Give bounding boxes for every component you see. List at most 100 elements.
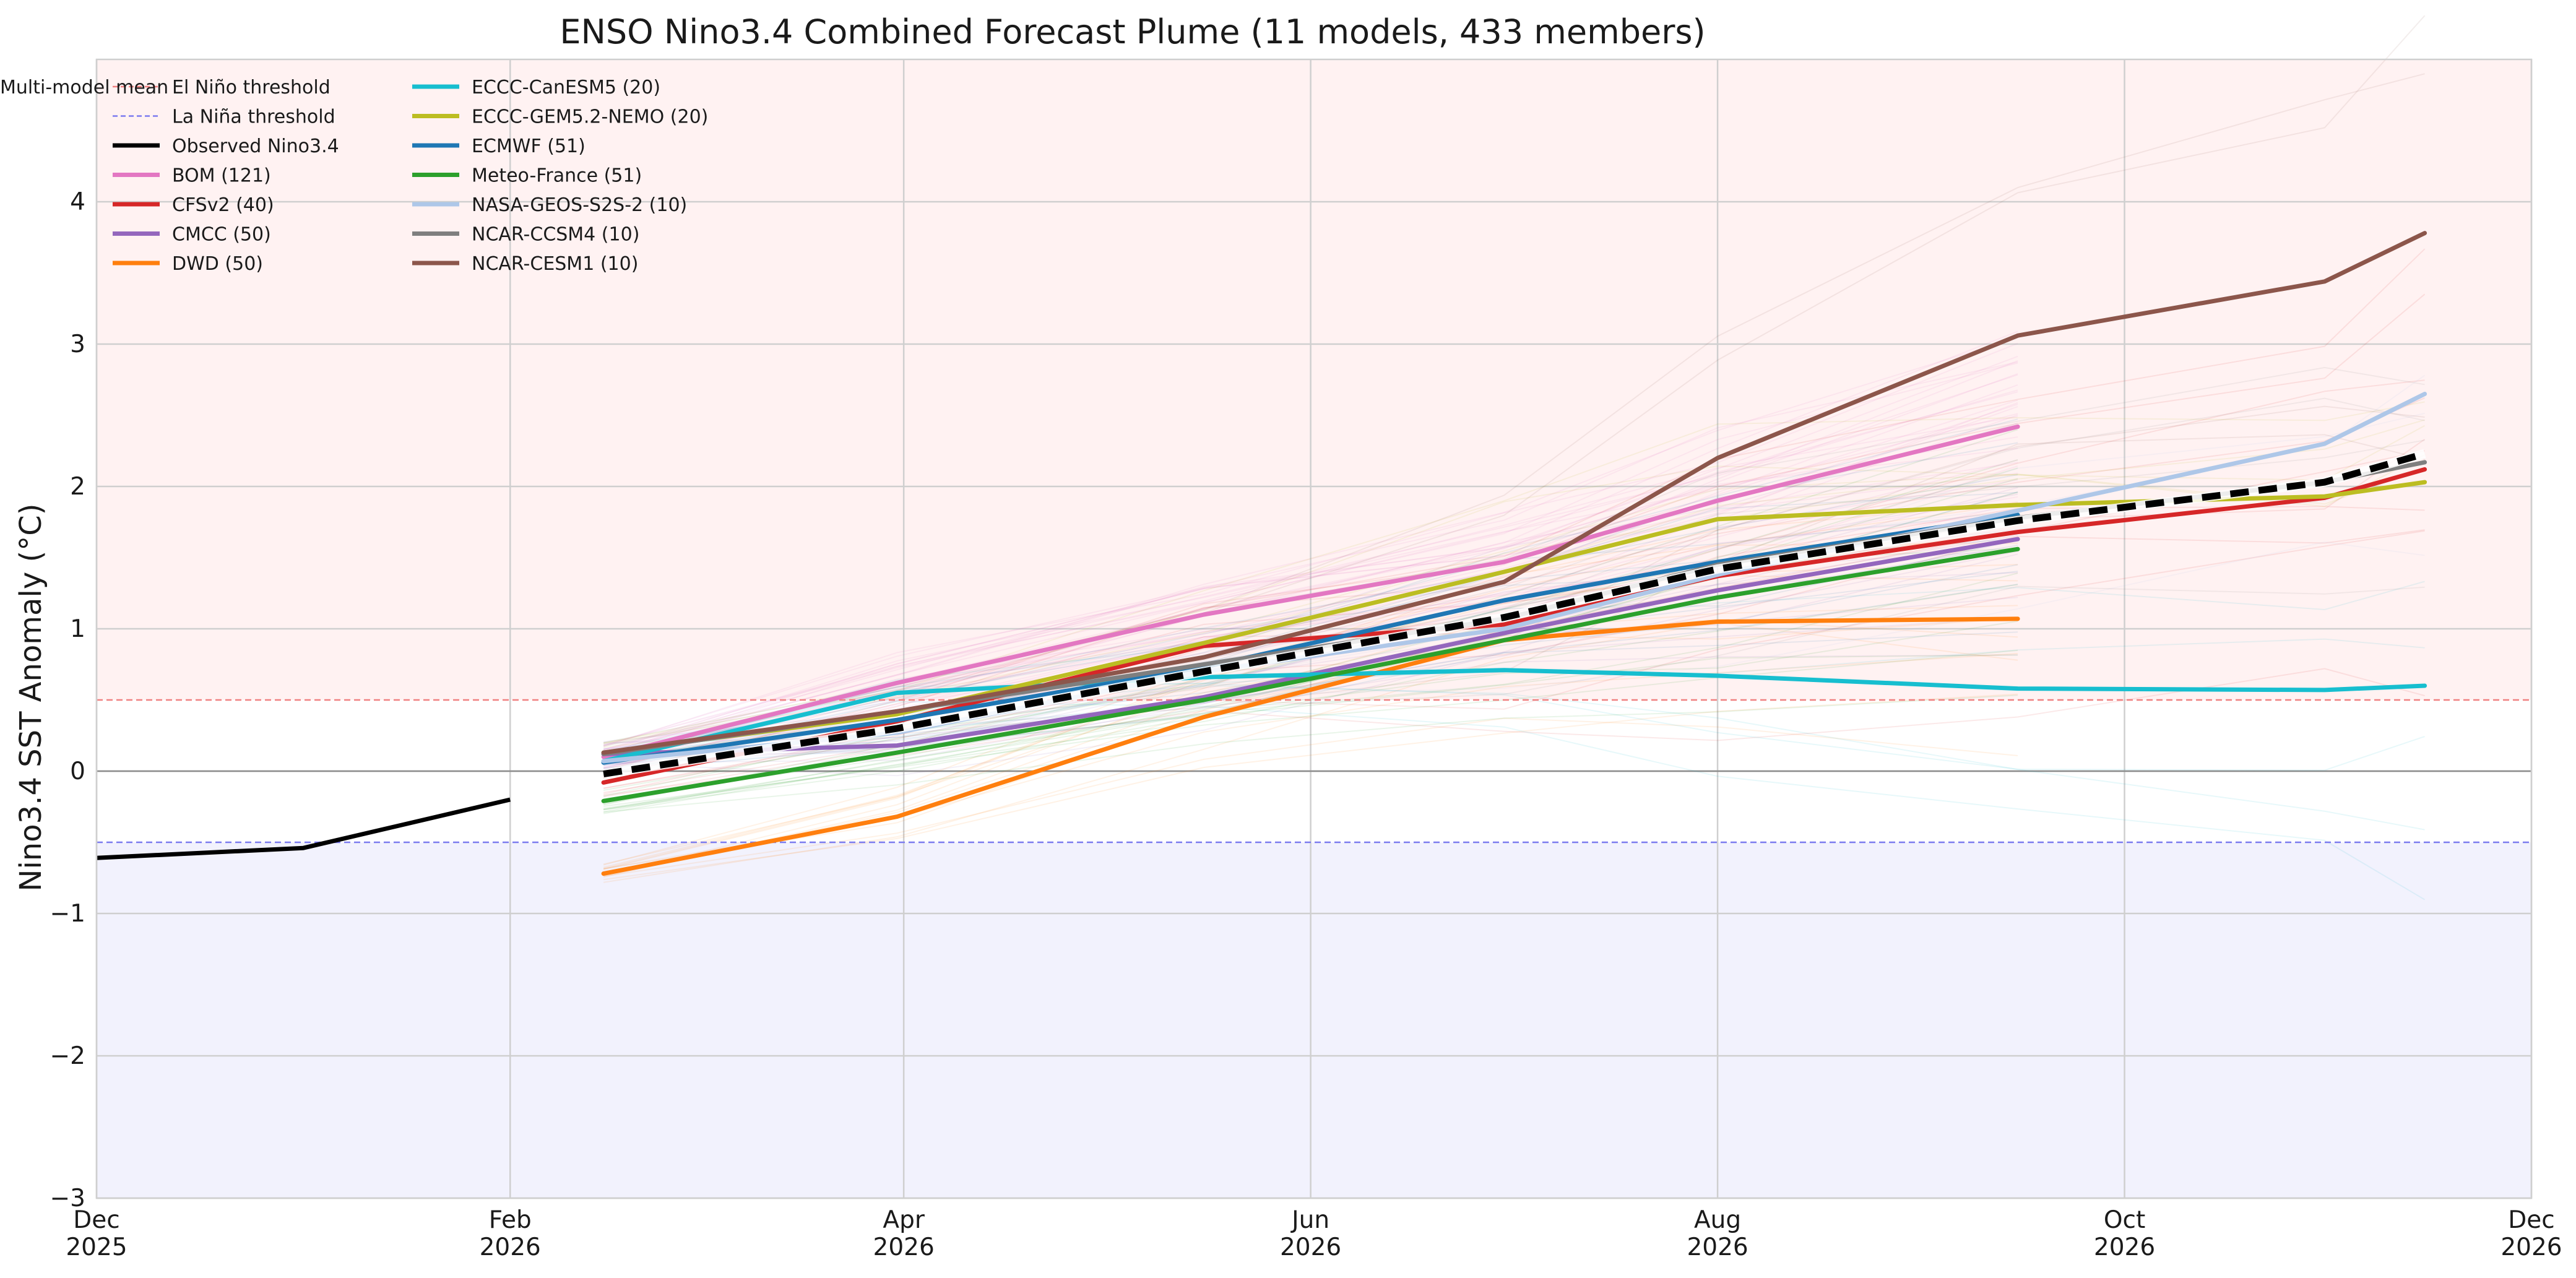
member-trace [603,597,2018,765]
member-trace [603,414,2018,751]
x-tick-label-month: Dec [2508,1206,2554,1234]
legend-label: ECCC-GEM5.2-NEMO (20) [472,106,708,128]
member-trace [603,620,2018,813]
x-tick-label-year: 2025 [66,1233,127,1261]
chart-title: ENSO Nino3.4 Combined Forecast Plume (11… [560,12,1705,51]
member-trace [603,374,2018,754]
member-trace [603,472,2018,746]
legend-label: Meteo-France (51) [472,165,642,187]
member-trace [603,73,2425,746]
y-tick-label: −1 [50,900,86,928]
plot-frame [95,58,2533,1199]
member-trace [603,649,2018,807]
series-line-meteo-france [601,546,2020,803]
model-mean-lines [96,231,2427,876]
x-tick-label-month: Dec [73,1206,119,1234]
y-tick-label: 4 [70,188,85,216]
legend-label: CFSv2 (40) [172,194,274,216]
member-trace [603,355,2018,751]
y-tick-label: 1 [70,615,85,643]
legend-label: La Niña threshold [172,106,335,128]
member-trace [603,622,2018,883]
legend: El Niño threshold La Niña threshold Observ… [0,77,708,275]
x-tick-label-month: Feb [489,1206,532,1234]
x-tick-label-year: 2026 [2094,1233,2155,1261]
member-trace [603,447,2018,751]
series-line-ncar-cesm1 [601,231,2427,755]
axes [95,58,2533,1199]
member-trace [603,15,2426,747]
member-trace [603,631,2018,772]
legend-label: El Niño threshold [172,77,331,98]
member-trace [603,401,2425,744]
legend-label: BOM (121) [172,165,271,187]
member-trace [603,465,2018,769]
series-line-eccc-canesm5 [601,668,2427,764]
legend-label: Multi-model mean [0,77,168,98]
series-line-bom [601,424,2020,759]
member-trace [603,413,2018,753]
member-trace [603,584,2018,811]
member-trace [603,574,2018,870]
y-axis-title: Nino3.4 SST Anomaly (°C) [14,504,48,892]
member-trace [603,654,2018,811]
member-trace [603,511,2018,753]
member-trace [603,683,2425,771]
member-trace [603,342,2018,748]
member-trace [603,512,2018,755]
member-trace [603,439,2425,761]
member-trace [603,416,2018,746]
member-trace [603,616,2018,777]
member-trace [603,330,2018,754]
x-tick-label-year: 2026 [480,1233,541,1261]
tick-labels: −3−2−101234Dec2025Feb2026Apr2026Jun2026A… [50,188,2562,1261]
shaded-bands [97,59,2531,1198]
legend-label: CMCC (50) [172,224,271,246]
x-tick-label-month: Jun [1290,1206,1329,1234]
member-trace [603,397,2425,771]
member-trace [603,572,2018,814]
y-tick-label: 2 [70,473,85,501]
member-trace [603,668,2425,796]
member-trace [603,694,2018,813]
member-trace [603,654,2018,756]
x-tick-label-year: 2026 [1280,1233,1341,1261]
series-line-dwd [601,616,2020,876]
member-trace [603,436,2018,755]
member-trace [603,361,2018,751]
series-line-ecmwf [601,512,2020,765]
legend-label: ECCC-CanESM5 (20) [472,77,660,98]
legend-label: ECMWF (51) [472,136,586,157]
y-tick-label: 0 [70,758,85,785]
member-trace [603,693,2018,881]
member-trace [603,391,2018,761]
el-nino-region [97,59,2531,700]
x-tick-label-year: 2026 [2500,1233,2562,1261]
legend-label: Observed Nino3.4 [172,136,339,157]
x-tick-label-year: 2026 [873,1233,935,1261]
legend-label: NCAR-CESM1 (10) [472,253,638,275]
member-trace [603,571,2018,769]
x-tick-label-year: 2026 [1687,1233,1748,1261]
member-trace [603,362,2018,746]
member-trace [603,491,2018,766]
member-trace [603,450,2425,789]
legend-label: NCAR-CCSM4 (10) [472,224,639,246]
y-tick-label: 3 [70,330,85,358]
member-trace [603,541,2425,765]
member-trace [603,478,2018,800]
x-tick-label-month: Apr [883,1206,925,1234]
multi-model-mean-line [603,450,2426,778]
series-line-cmcc [601,537,2020,756]
observed-line [96,797,511,860]
legend-label: NASA-GEOS-S2S-2 (10) [472,194,687,216]
x-tick-label-month: Oct [2104,1206,2145,1234]
member-trace [603,503,2018,868]
member-trace [603,496,2018,767]
member-trace [603,405,2018,759]
member-trace [603,293,2426,779]
member-trace [603,542,2018,866]
member-trace [603,717,2018,877]
